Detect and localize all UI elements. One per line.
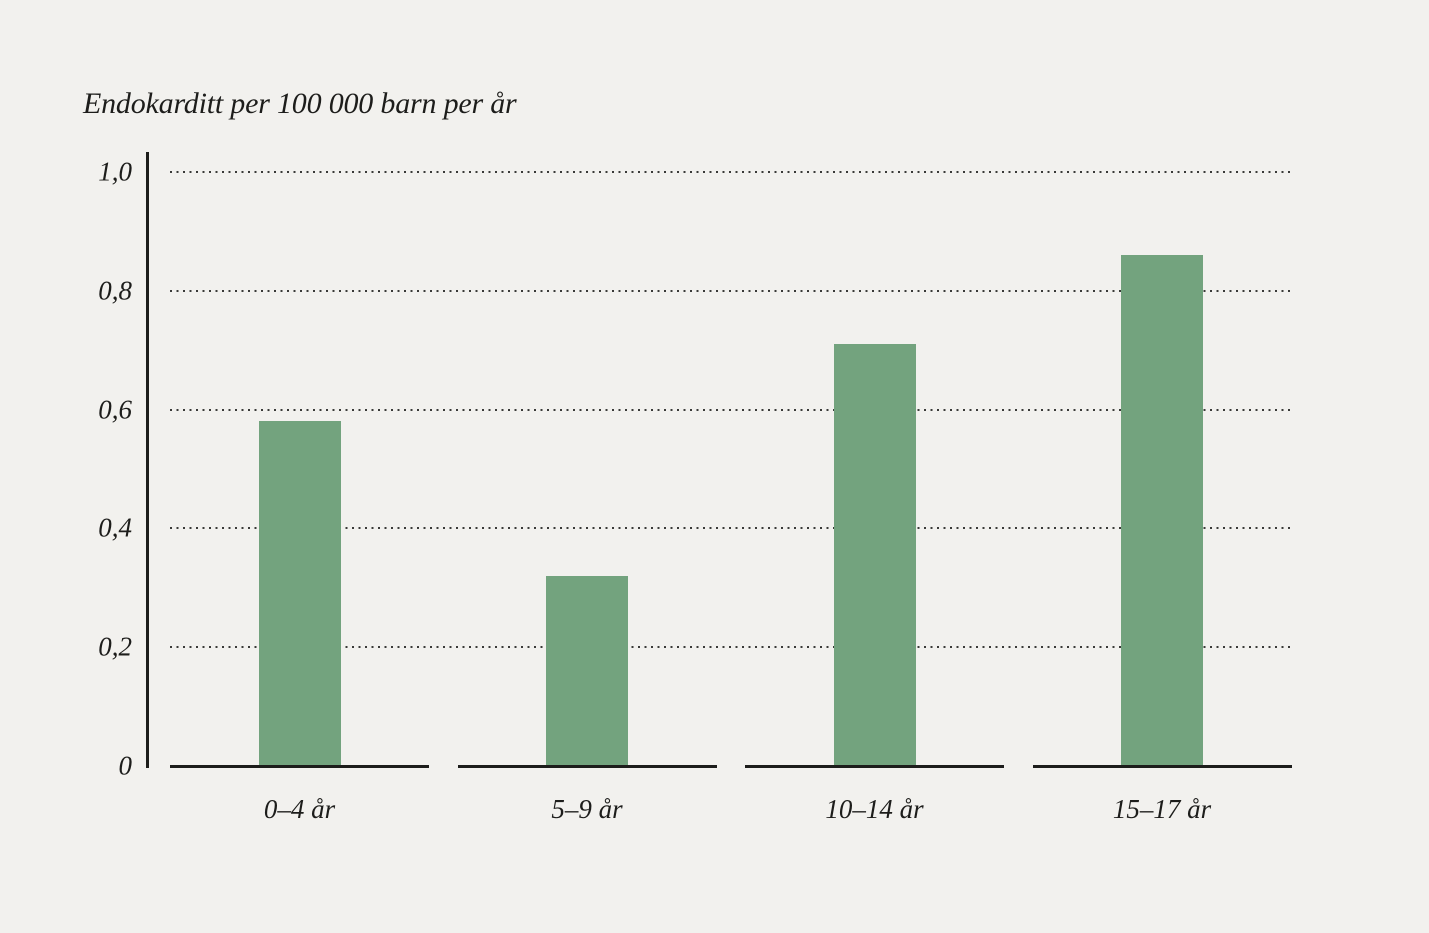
gridline [170,171,1290,173]
y-tick-label: 0,2 [98,631,132,662]
bar [833,344,916,768]
y-tick-label: 0,8 [98,275,132,306]
gridline [170,646,1290,649]
gridline [170,408,1290,411]
baseline-segment [745,765,1004,768]
y-tick-label: 1,0 [98,156,132,187]
x-category-label: 15–17 år [1112,794,1212,824]
gridline [170,527,1290,530]
x-category-label: 0–4 år [263,794,336,824]
chart-title: Endokarditt per 100 000 barn per år [83,87,517,120]
y-tick-label: 0,4 [98,512,132,543]
bar [1121,255,1203,768]
x-category-label: 5–9 år [551,794,623,824]
gridline [170,289,1290,292]
bar [258,421,341,768]
y-tick-label: 0 [118,750,133,781]
y-axis-line [146,152,149,768]
bar [546,575,628,768]
baseline-segment [457,765,717,768]
y-tick-label: 0,6 [98,394,132,425]
baseline-segment [1032,765,1292,768]
x-category-label: 10–14 år [825,794,924,824]
baseline-segment [170,765,429,768]
